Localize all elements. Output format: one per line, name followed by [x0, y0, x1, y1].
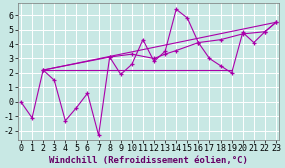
X-axis label: Windchill (Refroidissement éolien,°C): Windchill (Refroidissement éolien,°C)	[49, 156, 248, 164]
